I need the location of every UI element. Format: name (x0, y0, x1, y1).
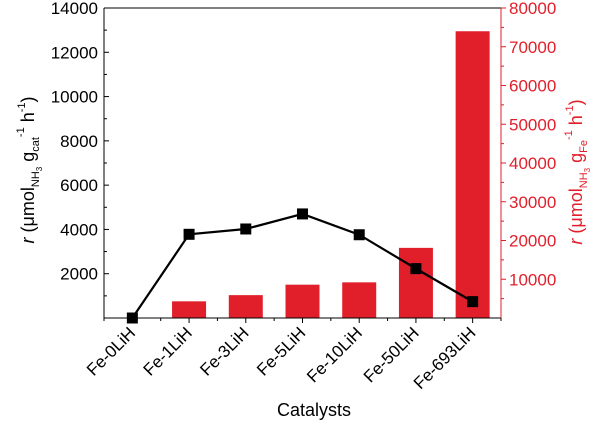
left-y-axis-title: r (μmolNH3 gcat-1 h-1) (15, 97, 44, 244)
data-point (183, 228, 195, 240)
x-axis-title: Catalysts (277, 400, 351, 420)
left-tick-label: 14000 (51, 0, 98, 18)
right-y-axis-title: r (μmolNH3 gFe-1 h-1) (563, 99, 592, 244)
data-point (410, 263, 422, 275)
right-tick-label: 20000 (509, 232, 556, 251)
x-tick-label: Fe-693LiH (410, 323, 480, 393)
data-point (353, 229, 365, 241)
x-tick-label: Fe-5LiH (253, 323, 309, 379)
x-tick-label: Fe-0LiH (83, 323, 139, 379)
right-tick-label: 30000 (509, 193, 556, 212)
bar-series (172, 31, 490, 318)
right-tick-label: 60000 (509, 77, 556, 96)
bar (228, 295, 263, 318)
data-point (467, 296, 479, 308)
left-tick-label: 10000 (51, 88, 98, 107)
data-point (297, 208, 308, 220)
right-tick-label: 50000 (509, 115, 556, 134)
left-tick-label: 6000 (60, 176, 98, 195)
x-tick-label: Fe-10LiH (303, 323, 366, 386)
x-tick-label: Fe-1LiH (140, 323, 196, 379)
left-tick-label: 8000 (60, 132, 98, 151)
right-y-axis-ticks: 10000 20000 30000 40000 50000 60000 70000 80000 (501, 0, 556, 300)
x-tick-label: Fe-3LiH (196, 323, 252, 379)
left-tick-label: 4000 (60, 220, 98, 239)
bar (455, 31, 490, 318)
bar (342, 282, 377, 318)
x-axis-ticks: Fe-0LiH Fe-1LiH Fe-3LiH Fe-5LiHFe-10LiHFe-5… (83, 318, 502, 393)
left-tick-label: 2000 (60, 265, 98, 284)
right-tick-label: 40000 (509, 154, 556, 173)
bar (398, 247, 433, 318)
bar (172, 301, 207, 318)
right-tick-label: 80000 (509, 0, 556, 18)
left-tick-label: 12000 (51, 43, 98, 62)
right-tick-label: 10000 (509, 270, 556, 289)
right-tick-label: 70000 (509, 38, 556, 57)
left-y-axis-ticks: 2000 4000 6000 8000 10000 12000 14000 (51, 0, 109, 297)
data-point (240, 223, 252, 235)
bar (285, 284, 320, 318)
